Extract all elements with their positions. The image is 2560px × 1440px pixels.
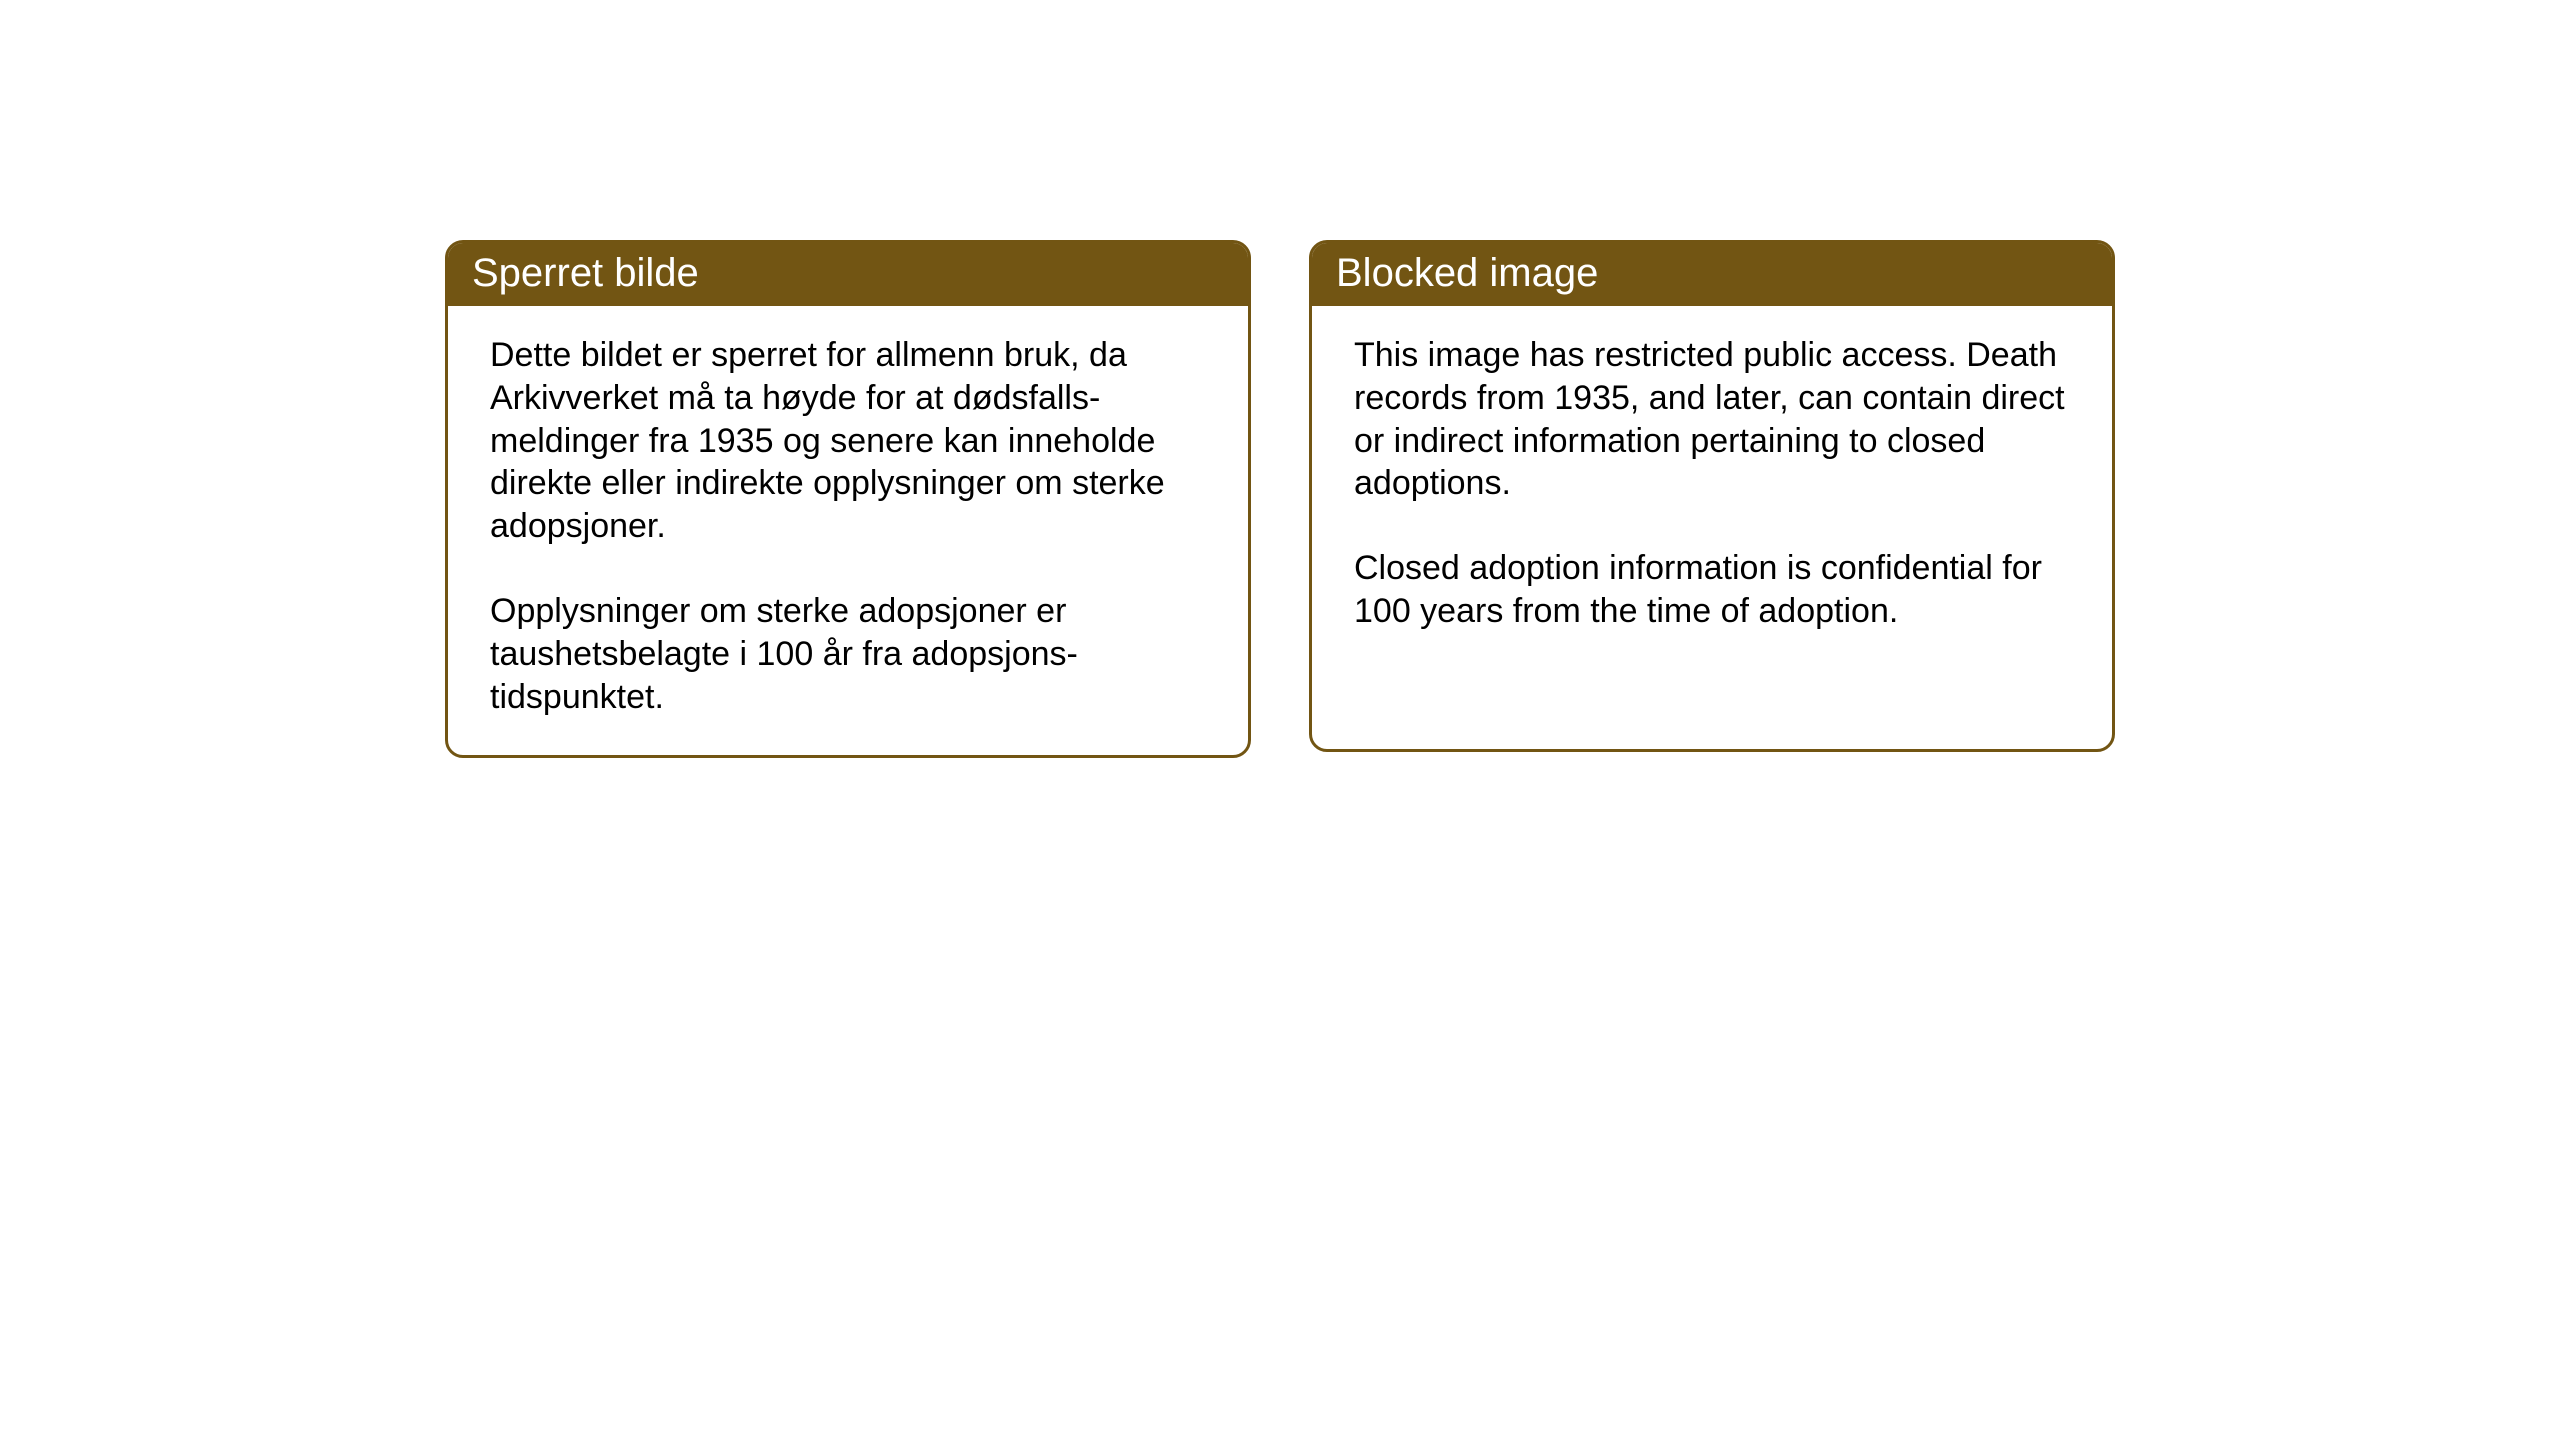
notice-cards-container: Sperret bilde Dette bildet er sperret fo… <box>445 240 2115 758</box>
card-paragraph-2-norwegian: Opplysninger om sterke adopsjoner er tau… <box>490 590 1206 718</box>
card-body-norwegian: Dette bildet er sperret for allmenn bruk… <box>448 306 1248 755</box>
card-paragraph-1-norwegian: Dette bildet er sperret for allmenn bruk… <box>490 334 1206 548</box>
card-body-english: This image has restricted public access.… <box>1312 306 2112 669</box>
card-header-norwegian: Sperret bilde <box>448 243 1248 306</box>
card-paragraph-1-english: This image has restricted public access.… <box>1354 334 2070 505</box>
card-header-english: Blocked image <box>1312 243 2112 306</box>
notice-card-english: Blocked image This image has restricted … <box>1309 240 2115 752</box>
notice-card-norwegian: Sperret bilde Dette bildet er sperret fo… <box>445 240 1251 758</box>
card-paragraph-2-english: Closed adoption information is confident… <box>1354 547 2070 633</box>
